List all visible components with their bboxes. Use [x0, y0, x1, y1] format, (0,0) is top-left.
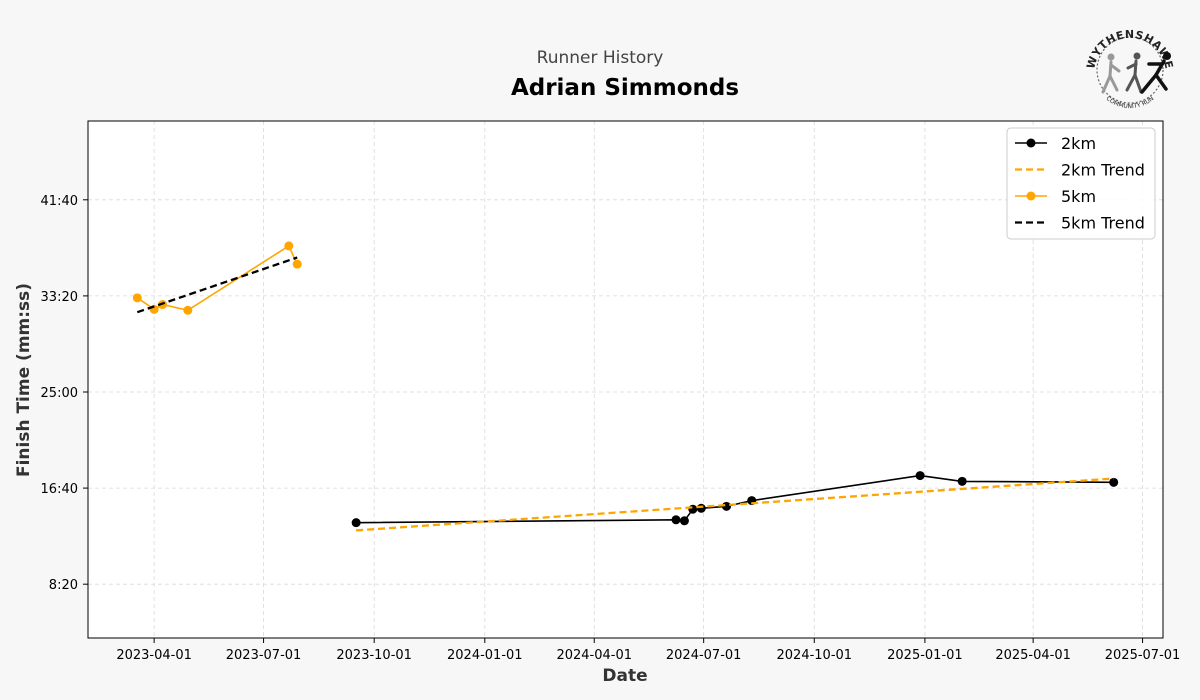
x-tick-label: 2025-01-01: [887, 648, 963, 663]
series-layer: [132, 241, 1119, 532]
plot-frame: [87, 120, 1164, 639]
runner-silhouette-light: [1101, 53, 1121, 94]
runner-silhouette-mid: [1125, 52, 1143, 94]
data-point-2km: [696, 503, 706, 513]
x-tick-label: 2023-07-01: [226, 648, 302, 663]
legend-marker-5km: [1026, 191, 1036, 201]
data-point-5km: [292, 259, 302, 269]
data-point-5km: [132, 293, 142, 303]
series-line-2km-trend: [356, 477, 1114, 532]
x-axis-title: Date: [602, 666, 647, 686]
data-point-2km: [671, 515, 681, 525]
data-point-2km: [688, 504, 698, 514]
legend-label-5km: 5km: [1061, 187, 1096, 206]
y-tick-label: 41:40: [41, 194, 78, 209]
community-run-logo: WYTHENSHAWE COMMUNITY RUN: [1084, 28, 1175, 110]
x-tick-label: 2023-04-01: [116, 648, 192, 663]
y-tick-label: 33:20: [41, 290, 78, 305]
x-tick-label: 2025-07-01: [1105, 648, 1181, 663]
y-tick-label: 25:00: [41, 386, 78, 401]
legend-marker-2km: [1026, 138, 1036, 148]
x-tick-label: 2024-07-01: [666, 648, 742, 663]
legend-label-5km-trend: 5km Trend: [1061, 214, 1145, 233]
x-tick-label: 2024-04-01: [556, 648, 632, 663]
axis-ticks: 2023-04-01 2023-07-01 2023-10-01 2024-01-01…: [41, 194, 1181, 663]
legend-label-2km-trend: 2km Trend: [1061, 161, 1145, 180]
data-point-2km: [679, 516, 689, 526]
chart-title: Adrian Simmonds: [511, 75, 739, 101]
plot-area: [88, 121, 1163, 638]
x-tick-label: 2023-10-01: [336, 648, 412, 663]
chart-supertitle: Runner History: [537, 48, 664, 68]
data-point-2km: [1109, 477, 1119, 487]
y-tick-label: 8:20: [49, 578, 78, 593]
y-axis-title: Finish Time (mm:ss): [14, 283, 34, 477]
data-point-2km: [915, 471, 925, 481]
legend-box: [1006, 127, 1156, 240]
data-point-5km: [183, 305, 193, 315]
data-point-2km: [351, 518, 361, 528]
y-tick-label: 16:40: [41, 482, 78, 497]
x-tick-label: 2024-01-01: [447, 648, 523, 663]
data-point-2km: [957, 476, 967, 486]
legend-label-2km: 2km: [1061, 134, 1096, 153]
grid: [88, 121, 1163, 638]
data-point-5km: [284, 241, 294, 251]
x-tick-label: 2024-10-01: [777, 648, 853, 663]
series-line-5km-trend: [136, 256, 298, 314]
runner-silhouette-dark: [1140, 52, 1171, 94]
legend: 2km 2km Trend 5km 5km Trend: [1006, 127, 1156, 240]
x-tick-label: 2025-04-01: [995, 648, 1071, 663]
